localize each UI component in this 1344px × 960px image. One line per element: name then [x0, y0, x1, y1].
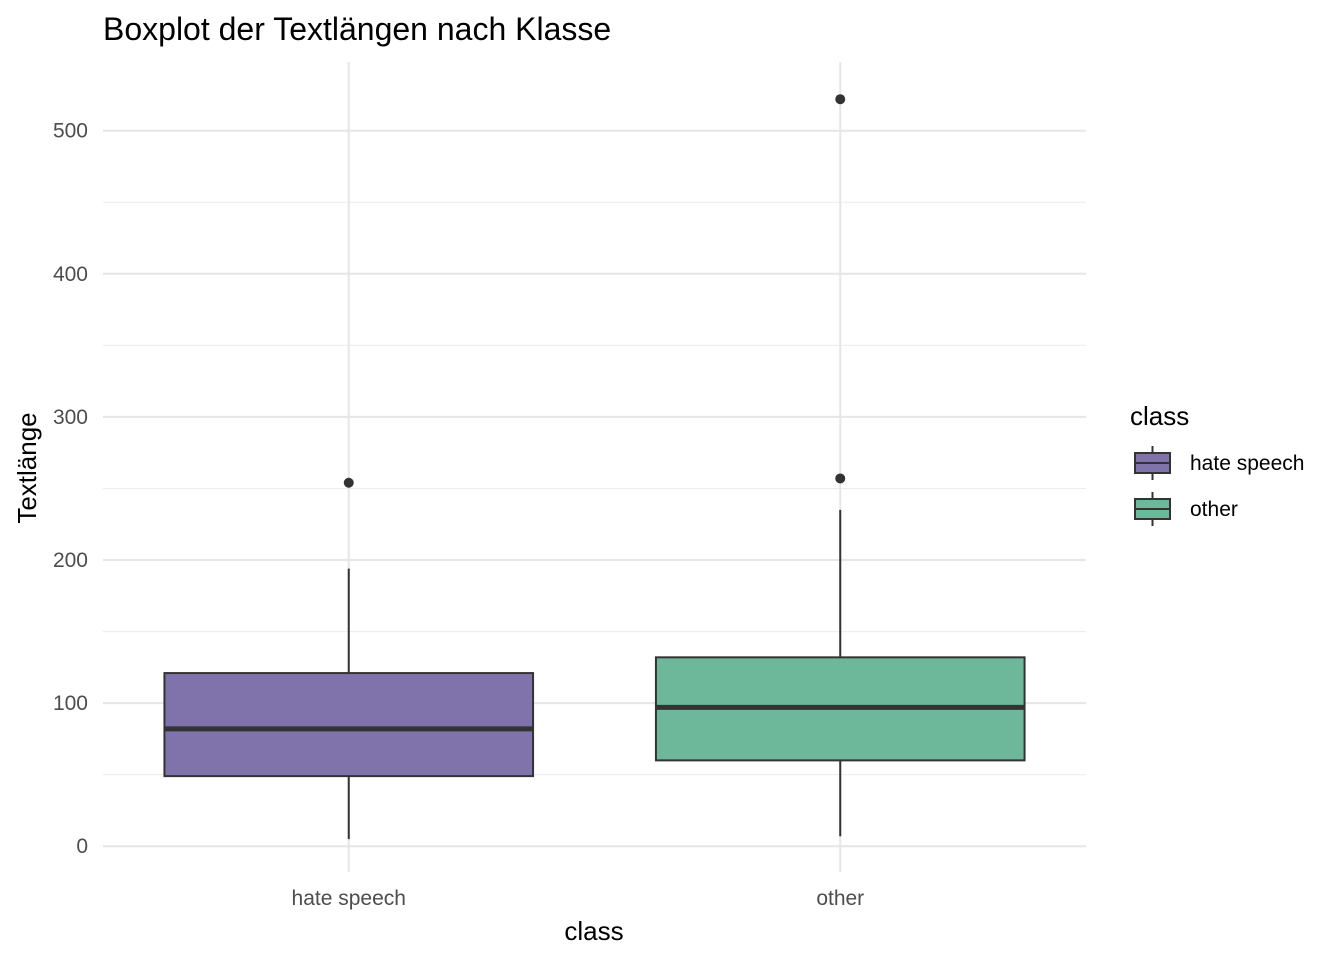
y-tick-label: 300	[53, 406, 88, 429]
y-tick-label: 400	[53, 263, 88, 286]
legend-label: hate speech	[1190, 452, 1304, 475]
boxes	[163, 94, 1026, 840]
legend-key	[1134, 492, 1171, 526]
y-tick-label: 500	[53, 120, 88, 143]
box-group	[163, 477, 535, 840]
x-axis-title: class	[564, 916, 623, 946]
legend: class hate speech other	[1130, 401, 1304, 526]
y-axis-title: Textlänge	[12, 412, 42, 523]
legend-title: class	[1130, 401, 1189, 431]
box	[163, 672, 535, 778]
y-tick-label: 200	[53, 549, 88, 572]
x-tick-label: hate speech	[292, 887, 406, 910]
legend-key	[1134, 446, 1171, 480]
legend-label: other	[1190, 498, 1238, 521]
outlier-point	[835, 473, 846, 484]
chart-title: Boxplot der Textlängen nach Klasse	[103, 11, 611, 47]
box-group	[654, 94, 1026, 837]
outlier-point	[343, 477, 354, 488]
outlier-point	[835, 94, 846, 105]
y-tick-label: 0	[76, 835, 88, 858]
y-tick-label: 100	[53, 692, 88, 715]
x-tick-label: other	[816, 887, 864, 910]
axis-ticks: 0 100 200 300 400 500 hate speech other	[53, 120, 864, 910]
